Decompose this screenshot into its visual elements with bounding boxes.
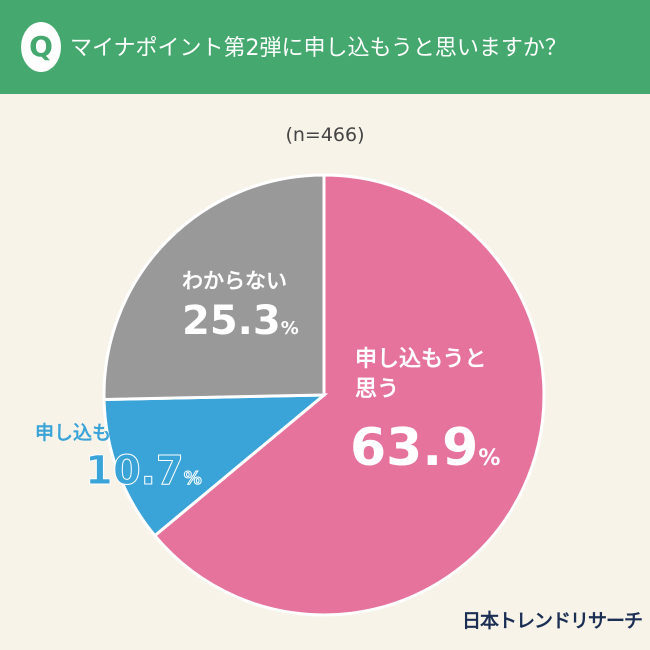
value-unknown-number: 25.3 [182,298,281,344]
label-unknown: わからない [182,269,287,293]
label-yes: 申し込もうと 思う [355,345,486,405]
unit: % [183,468,202,490]
label-yes-line1: 申し込もうと [355,347,487,372]
q-badge-icon: Q [21,22,61,72]
brand-logo: 日本トレンドリサーチ [462,610,643,632]
value-unknown: 25.3% [182,298,299,344]
label-no: 申し込もうと思わない [35,422,225,444]
slice-no [102,393,329,538]
label-yes-line2: 思う [355,377,400,402]
question-header: Q マイナポイント第2弾に申し込もうと思いますか？ [0,0,650,94]
sample-size: (n=466) [285,124,365,146]
slice-unknown [102,173,326,402]
slice-yes [152,173,546,617]
unit: % [280,318,299,339]
value-no: 10.7% [85,448,203,495]
value-no-number: 10.7 [85,448,185,495]
question-title: マイナポイント第2弾に申し込もうと思いますか？ [70,36,567,61]
value-yes: 63.9% [350,418,500,478]
unit: % [478,446,501,471]
value-yes-number: 63.9 [350,418,479,478]
